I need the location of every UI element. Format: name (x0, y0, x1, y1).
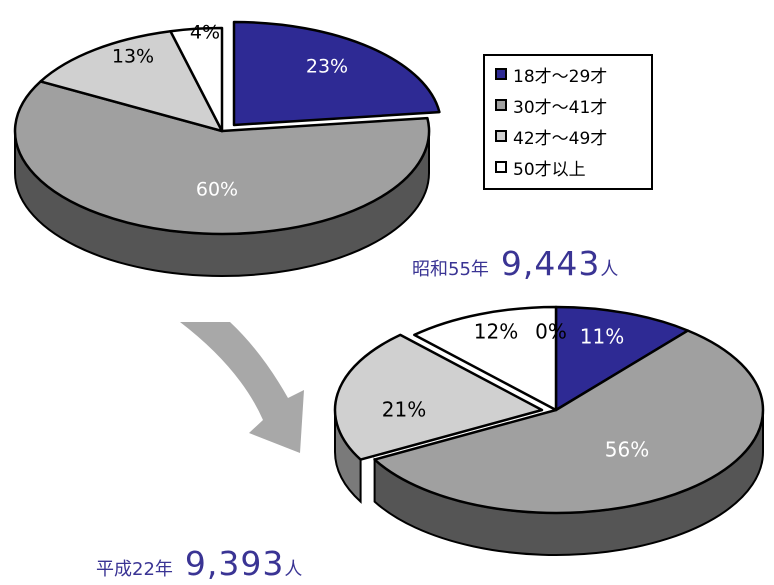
pie-data-label: 0% (535, 320, 567, 344)
legend-item-30-41: 30才～41才 (495, 93, 608, 118)
pie-slice-50 (169, 26, 224, 133)
legend-label-18-29: 18才～29才 (513, 66, 608, 87)
pie-chart-1980: 23% 60% 13% 4% (13, 20, 441, 277)
chart-legend: 18才～29才 30才～41才 42才～49才 50才以上 (483, 54, 653, 190)
caption-1980-count: 9,443 (500, 244, 601, 283)
pie-slice-18-29 (554, 305, 690, 412)
pie-slice-30-41 (373, 329, 765, 515)
pie-data-label: 13% (112, 46, 154, 68)
legend-swatch-42-49 (495, 130, 507, 142)
caption-2010-unit: 人 (284, 559, 303, 580)
pie-slice-42-49 (39, 29, 224, 133)
pie-data-label: 21% (382, 398, 426, 422)
caption-1980-unit: 人 (600, 259, 619, 280)
legend-swatch-50-plus (495, 161, 507, 173)
caption-2010: 平成22年 9,393 人 (96, 544, 302, 583)
caption-2010-year: 平成22年 (96, 559, 173, 580)
pie-data-label: 4% (190, 22, 220, 44)
pie-data-label: 23% (306, 56, 348, 78)
caption-1980-year: 昭和55年 (412, 259, 489, 280)
legend-item-18-29: 18才～29才 (495, 62, 608, 87)
pie-slice-30-41 (13, 80, 431, 236)
legend-label-42-49: 42才～49才 (513, 128, 608, 149)
pie-slice-18-29 (232, 20, 441, 127)
pie-slice-50 (413, 305, 558, 412)
pie-data-label: 56% (605, 438, 649, 462)
legend-label-50-plus: 50才以上 (513, 159, 586, 180)
caption-1980: 昭和55年 9,443 人 (412, 244, 618, 283)
pie-data-label: 60% (196, 179, 238, 201)
transition-arrow (180, 322, 304, 453)
pie-data-label: 11% (580, 325, 624, 349)
legend-swatch-18-29 (495, 68, 507, 80)
caption-2010-count: 9,393 (184, 544, 285, 583)
legend-item-42-49: 42才～49才 (495, 124, 608, 149)
pie-chart-2010: 11% 56% 21% 12% 0% (333, 305, 765, 556)
legend-swatch-30-41 (495, 99, 507, 111)
pie-data-label: 12% (474, 320, 518, 344)
legend-label-30-41: 30才～41才 (513, 97, 608, 118)
pie-slice-42-49 (333, 333, 544, 461)
legend-item-50-plus: 50才以上 (495, 155, 586, 180)
